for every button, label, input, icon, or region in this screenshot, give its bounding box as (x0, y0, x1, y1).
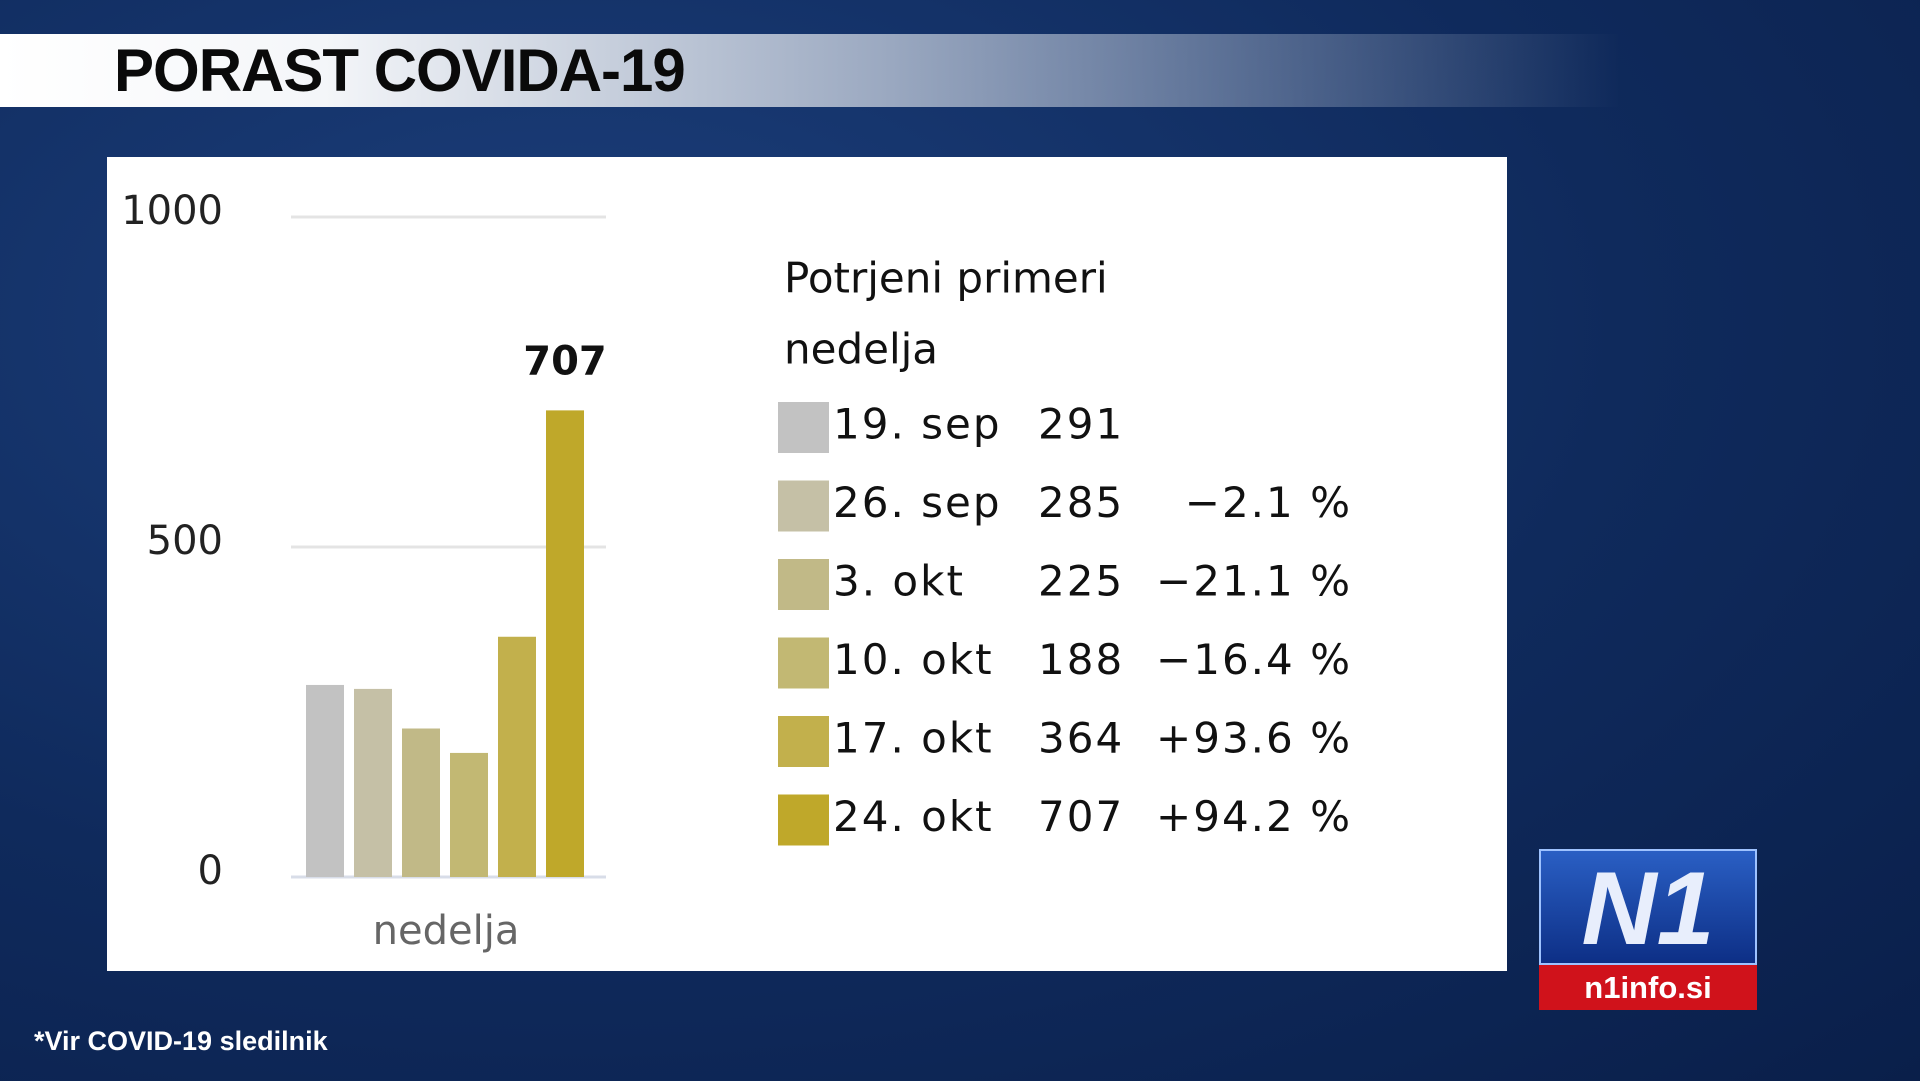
title-bar (0, 34, 1620, 107)
row-change: +94.2 % (1156, 792, 1352, 841)
panel: nedelja Potrjeni primeri nedelja 0 500 100… (107, 157, 1507, 971)
row-date: 3. okt (833, 557, 965, 606)
bar (402, 728, 440, 877)
row-value: 285 (1038, 478, 1124, 527)
row-change: −2.1 % (1185, 478, 1352, 527)
row-change: +93.6 % (1156, 714, 1352, 763)
y-tick-label: 500 (147, 518, 223, 564)
row-date: 19. sep (833, 400, 1002, 449)
legend-swatch (778, 794, 829, 846)
row-change: −21.1 % (1156, 557, 1352, 606)
row-value: 225 (1038, 557, 1124, 606)
row-date: 26. sep (833, 478, 1002, 527)
row-value: 188 (1038, 635, 1124, 684)
y-tick-label: 0 (198, 848, 223, 894)
y-tick-label: 1000 (121, 188, 223, 234)
logo-site: n1info.si (1539, 965, 1757, 1010)
bar (546, 410, 584, 877)
bar (498, 636, 536, 877)
data-label: 707 (523, 338, 607, 384)
row-value: 364 (1038, 714, 1124, 763)
x-axis-label: nedelja (373, 908, 520, 954)
bar (306, 684, 344, 877)
footnote: *Vir COVID-19 sledilnik (34, 1026, 328, 1056)
row-date: 17. okt (833, 714, 994, 763)
bar (354, 688, 392, 877)
legend-swatch (778, 402, 829, 453)
chart: nedelja Potrjeni primeri nedelja 0 500 100… (121, 188, 1352, 954)
legend-swatch (778, 716, 829, 767)
legend-swatch (778, 637, 829, 689)
legend-subtitle: nedelja (784, 325, 938, 374)
row-change: −16.4 % (1156, 635, 1352, 684)
legend-swatch (778, 480, 829, 532)
legend-title: Potrjeni primeri (784, 254, 1108, 303)
title: PORAST COVIDA-19 (114, 37, 686, 104)
logo: N1 n1info.si (1539, 849, 1757, 1010)
logo-mark: N1 (1539, 849, 1757, 967)
legend-swatch (778, 559, 829, 610)
row-value: 291 (1038, 400, 1124, 449)
bar (450, 752, 488, 877)
row-value: 707 (1038, 792, 1124, 841)
row-date: 24. okt (833, 792, 994, 841)
row-date: 10. okt (833, 635, 994, 684)
